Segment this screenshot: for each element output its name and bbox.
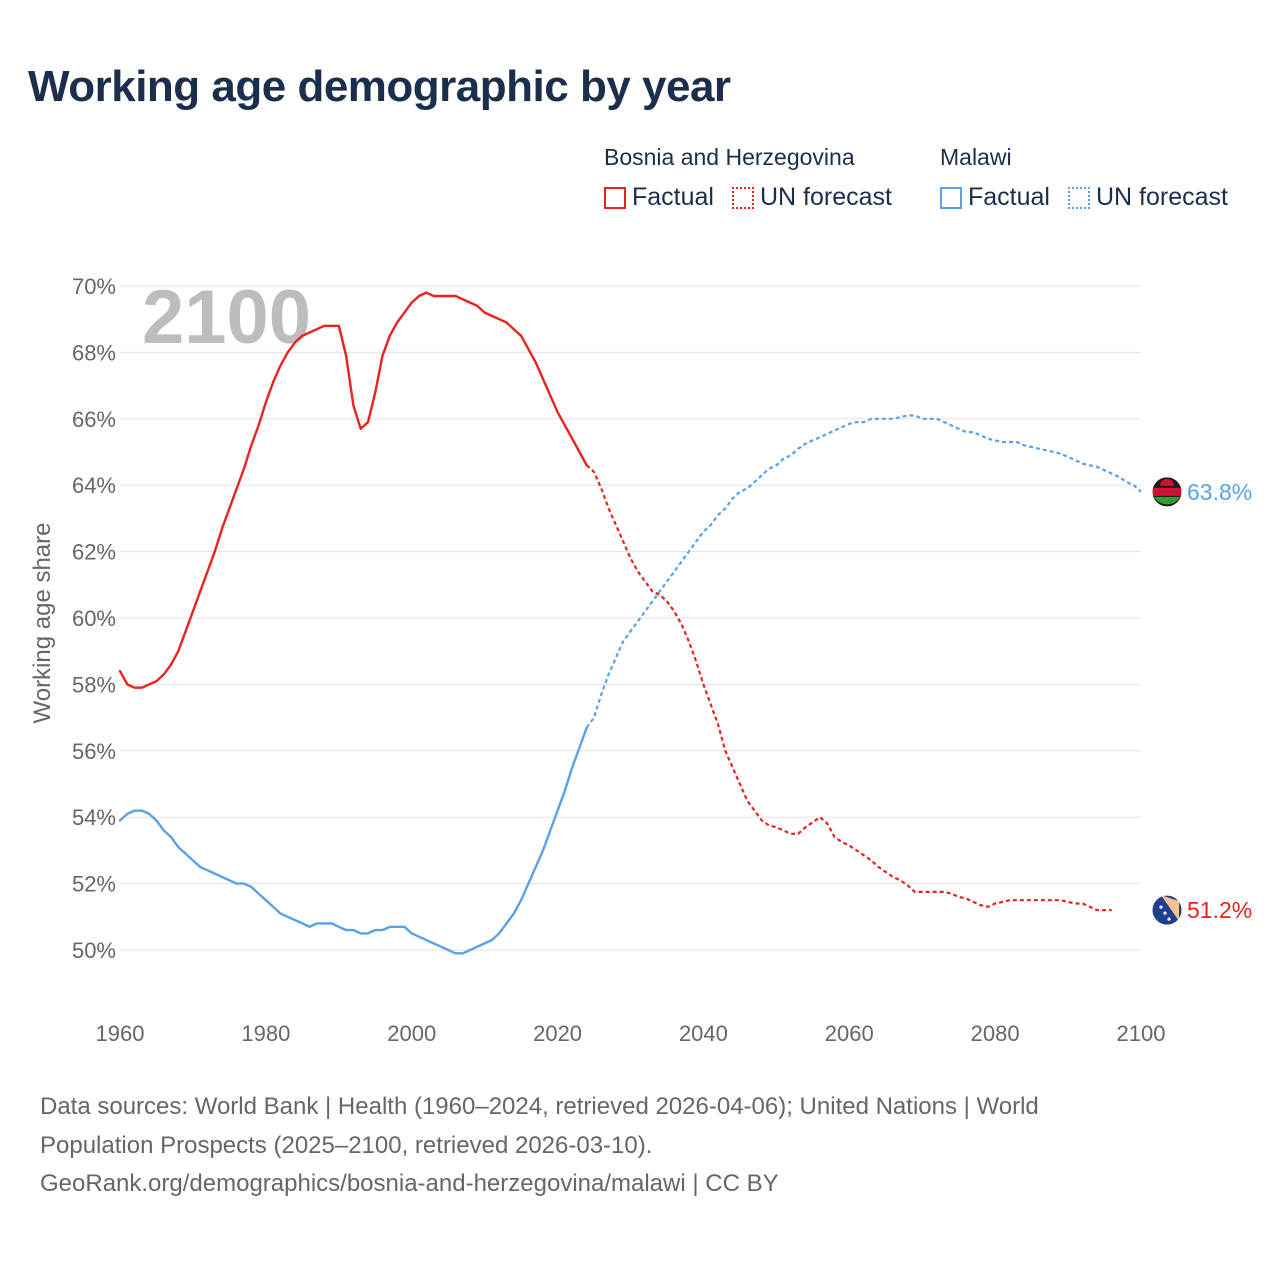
- line-chart: 2100 50% 52% 54% 56% 58% 60% 62% 64% 66% 68% 70% 19…: [29, 274, 1252, 1046]
- end-value-label: 63.8%: [1187, 479, 1252, 505]
- footer-sources: Data sources: World Bank | Health (1960–…: [40, 1088, 1240, 1204]
- flag-outline: [1151, 476, 1183, 508]
- year-overlay: 2100: [142, 275, 311, 360]
- series-line-bosnia-and-herzegovina-factual: [118, 291, 588, 689]
- legend-swatch-dotted: [731, 186, 754, 209]
- legend-group-malawi: Malawi Factual UN forecast: [940, 144, 1228, 212]
- end-value-label: 51.2%: [1187, 897, 1252, 923]
- y-tick-label: 68%: [72, 340, 116, 365]
- y-tick-label: 54%: [72, 805, 116, 830]
- series-line-malawi-factual: [118, 726, 588, 955]
- series-line-bosnia-and-herzegovina-forecast: [585, 464, 1112, 912]
- y-tick-label: 66%: [72, 407, 116, 432]
- legend-item-forecast[interactable]: UN forecast: [1067, 183, 1228, 212]
- x-tick-label: 2000: [387, 1021, 436, 1046]
- flag-band: [1154, 496, 1180, 505]
- y-tick-label: 60%: [72, 606, 116, 631]
- legend-label: UN forecast: [759, 183, 892, 211]
- y-tick-label: 56%: [72, 739, 116, 764]
- y-tick-label: 58%: [72, 672, 116, 697]
- legend-group-bosnia: Bosnia and Herzegovina Factual UN foreca…: [604, 144, 892, 212]
- y-tick-label: 52%: [72, 872, 116, 897]
- legend-swatch-solid: [604, 186, 626, 209]
- flag-triangle: [1161, 895, 1179, 922]
- x-tick-label: 2100: [1117, 1021, 1166, 1046]
- legend-country-label: Malawi: [940, 144, 1012, 170]
- x-tick-label: 2080: [971, 1021, 1020, 1046]
- flag-star: [1159, 905, 1163, 909]
- y-tick-label: 64%: [72, 473, 116, 498]
- legend-item-forecast[interactable]: UN forecast: [731, 183, 892, 212]
- flag-sun: [1160, 478, 1174, 486]
- y-tick-label: 50%: [72, 938, 116, 963]
- footer-line: GeoRank.org/demographics/bosnia-and-herz…: [40, 1170, 779, 1197]
- flag-icon: [1151, 476, 1183, 508]
- x-tick-label: 2040: [679, 1021, 728, 1046]
- x-tick-label: 2020: [533, 1021, 582, 1046]
- footer-line: Population Prospects (2025–2100, retriev…: [40, 1131, 653, 1159]
- legend-item-factual[interactable]: Factual: [604, 183, 714, 212]
- x-tick-label: 2060: [825, 1021, 874, 1046]
- legend-swatch-solid: [940, 186, 962, 209]
- y-tick-label: 70%: [72, 274, 116, 299]
- series-line-malawi-forecast: [585, 414, 1142, 729]
- legend-item-factual[interactable]: Factual: [940, 183, 1050, 212]
- legend-swatch-dotted: [1067, 186, 1090, 209]
- footer-line: Data sources: World Bank | Health (1960–…: [40, 1093, 1039, 1120]
- x-tick-label: 1980: [241, 1021, 290, 1046]
- flag-icon: [1151, 894, 1183, 926]
- legend-label: Factual: [968, 183, 1050, 211]
- chart-title: Working age demographic by year: [28, 62, 731, 111]
- flag-star: [1167, 917, 1171, 921]
- flag-band: [1152, 487, 1182, 496]
- legend-label: UN forecast: [1095, 183, 1228, 211]
- y-axis-label: Working age share: [29, 523, 56, 724]
- y-tick-label: 62%: [72, 540, 116, 565]
- flag-star: [1163, 911, 1167, 915]
- flag-outline: [1151, 894, 1183, 926]
- x-tick-label: 1960: [96, 1021, 145, 1046]
- legend-country-label: Bosnia and Herzegovina: [604, 144, 855, 170]
- legend-label: Factual: [632, 183, 714, 211]
